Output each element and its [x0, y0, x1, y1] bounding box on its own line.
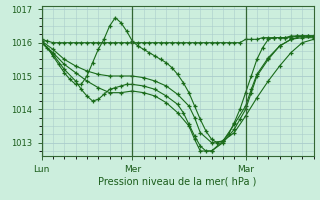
X-axis label: Pression niveau de la mer( hPa ): Pression niveau de la mer( hPa ): [99, 177, 257, 187]
